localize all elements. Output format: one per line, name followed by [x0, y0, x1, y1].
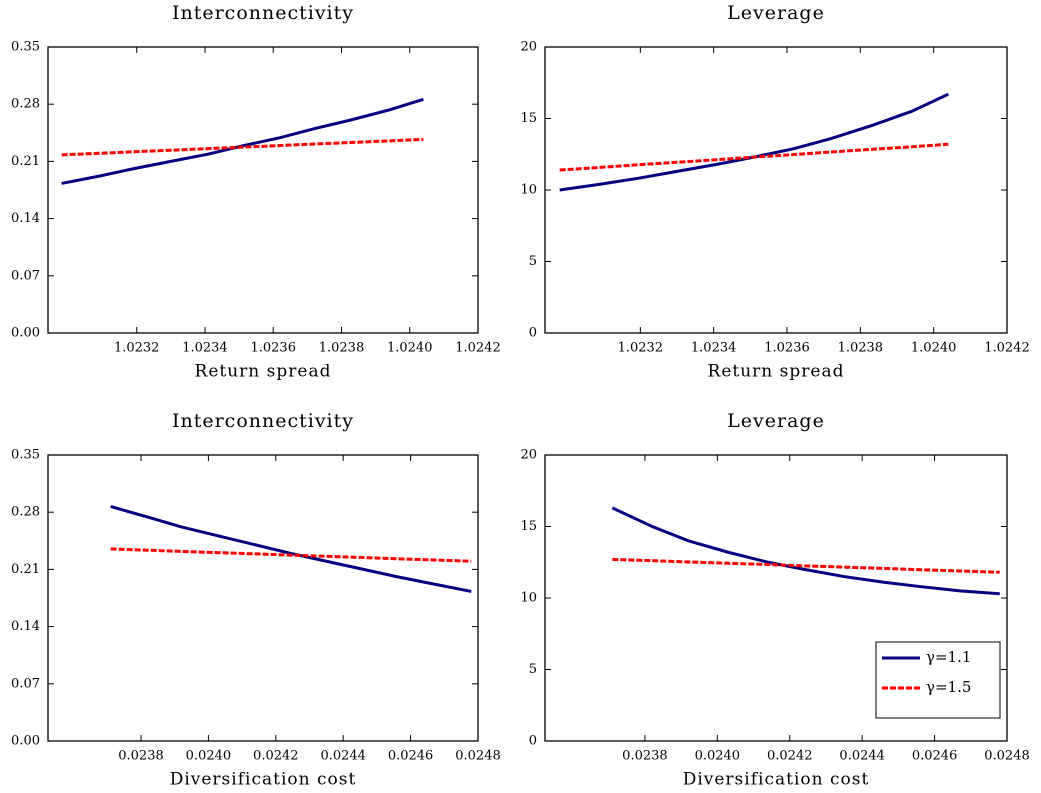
x-tick-label: 1.0240 — [387, 341, 433, 356]
series-line — [611, 506, 1000, 596]
y-tick-label: 10 — [520, 591, 537, 606]
x-tick-label: 1.0232 — [618, 341, 664, 356]
panel: Interconnectivity Diversification cost 0.0… — [11, 410, 501, 790]
x-tick-label: 1.0242 — [984, 341, 1030, 356]
series-line — [61, 137, 424, 157]
panel: Leverage Return spread 0 5 10 15 20 1.0232 1.023… — [520, 2, 1029, 382]
x-tick-label: 0.0238 — [622, 749, 668, 764]
x-tick-label: 1.0236 — [250, 341, 296, 356]
plot-frame — [47, 46, 479, 334]
x-tick-label: 1.0234 — [691, 341, 737, 356]
y-tick-label: 15 — [520, 519, 537, 534]
y-tick-label: 0 — [529, 734, 537, 749]
x-axis-label: Diversification cost — [683, 770, 870, 790]
x-axis-label: Return spread — [195, 362, 332, 382]
y-tick-label: 0.14 — [11, 211, 40, 226]
x-tick-label: 0.0246 — [388, 749, 434, 764]
y-tick-label: 10 — [520, 183, 537, 198]
chart-title: Interconnectivity — [172, 2, 354, 24]
y-tick-label: 0.00 — [11, 326, 40, 341]
series-line — [110, 505, 472, 593]
plot-frame — [544, 46, 1008, 334]
legend-label: γ=1.1 — [926, 648, 971, 666]
y-tick-label: 0.35 — [11, 40, 40, 55]
chart-title: Leverage — [727, 2, 825, 24]
x-tick-label: 0.0242 — [253, 749, 299, 764]
y-tick-label: 20 — [520, 40, 537, 55]
y-tick-label: 5 — [529, 662, 537, 677]
y-tick-label: 0.35 — [11, 448, 40, 463]
y-tick-label: 0.28 — [11, 97, 40, 112]
panel: Interconnectivity Return spread 0.00 0.07 0.… — [11, 2, 501, 382]
x-tick-label: 1.0240 — [911, 341, 957, 356]
y-tick-label: 0.21 — [11, 562, 40, 577]
series-line — [559, 92, 949, 192]
legend-box — [875, 641, 1001, 719]
plot-frame — [47, 454, 479, 742]
x-tick-label: 0.0244 — [839, 749, 885, 764]
x-tick-label: 1.0238 — [838, 341, 884, 356]
y-tick-label: 15 — [520, 111, 537, 126]
series-line — [559, 142, 949, 172]
y-tick-label: 0.00 — [11, 734, 40, 749]
y-tick-label: 0.07 — [11, 268, 40, 283]
y-tick-label: 20 — [520, 448, 537, 463]
y-tick-label: 0.28 — [11, 505, 40, 520]
x-tick-label: 1.0236 — [764, 341, 810, 356]
x-tick-label: 0.0244 — [320, 749, 366, 764]
x-tick-label: 0.0246 — [912, 749, 958, 764]
x-axis-label: Diversification cost — [170, 770, 357, 790]
y-tick-label: 0 — [529, 326, 537, 341]
plot-frame — [544, 454, 1008, 742]
x-tick-label: 1.0238 — [319, 341, 365, 356]
x-axis-label: Return spread — [708, 362, 845, 382]
y-tick-label: 0.21 — [11, 154, 40, 169]
x-tick-label: 1.0232 — [114, 341, 160, 356]
x-tick-label: 0.0242 — [767, 749, 813, 764]
legend-label: γ=1.5 — [926, 678, 971, 696]
x-tick-label: 0.0240 — [695, 749, 741, 764]
y-tick-label: 0.14 — [11, 619, 40, 634]
y-tick-label: 5 — [529, 254, 537, 269]
series-line — [612, 557, 1000, 574]
chart-title: Interconnectivity — [172, 410, 354, 432]
panel: Leverage Diversification cost 0 5 10 15 20 0.02… — [520, 410, 1029, 790]
series-line — [110, 547, 472, 563]
x-tick-label: 0.0238 — [118, 749, 164, 764]
y-tick-label: 0.07 — [11, 676, 40, 691]
x-tick-label: 0.0248 — [984, 749, 1030, 764]
x-tick-label: 1.0242 — [455, 341, 501, 356]
x-tick-label: 0.0248 — [455, 749, 501, 764]
x-tick-label: 0.0240 — [186, 749, 232, 764]
chart-title: Leverage — [727, 410, 825, 432]
x-tick-label: 1.0234 — [182, 341, 228, 356]
